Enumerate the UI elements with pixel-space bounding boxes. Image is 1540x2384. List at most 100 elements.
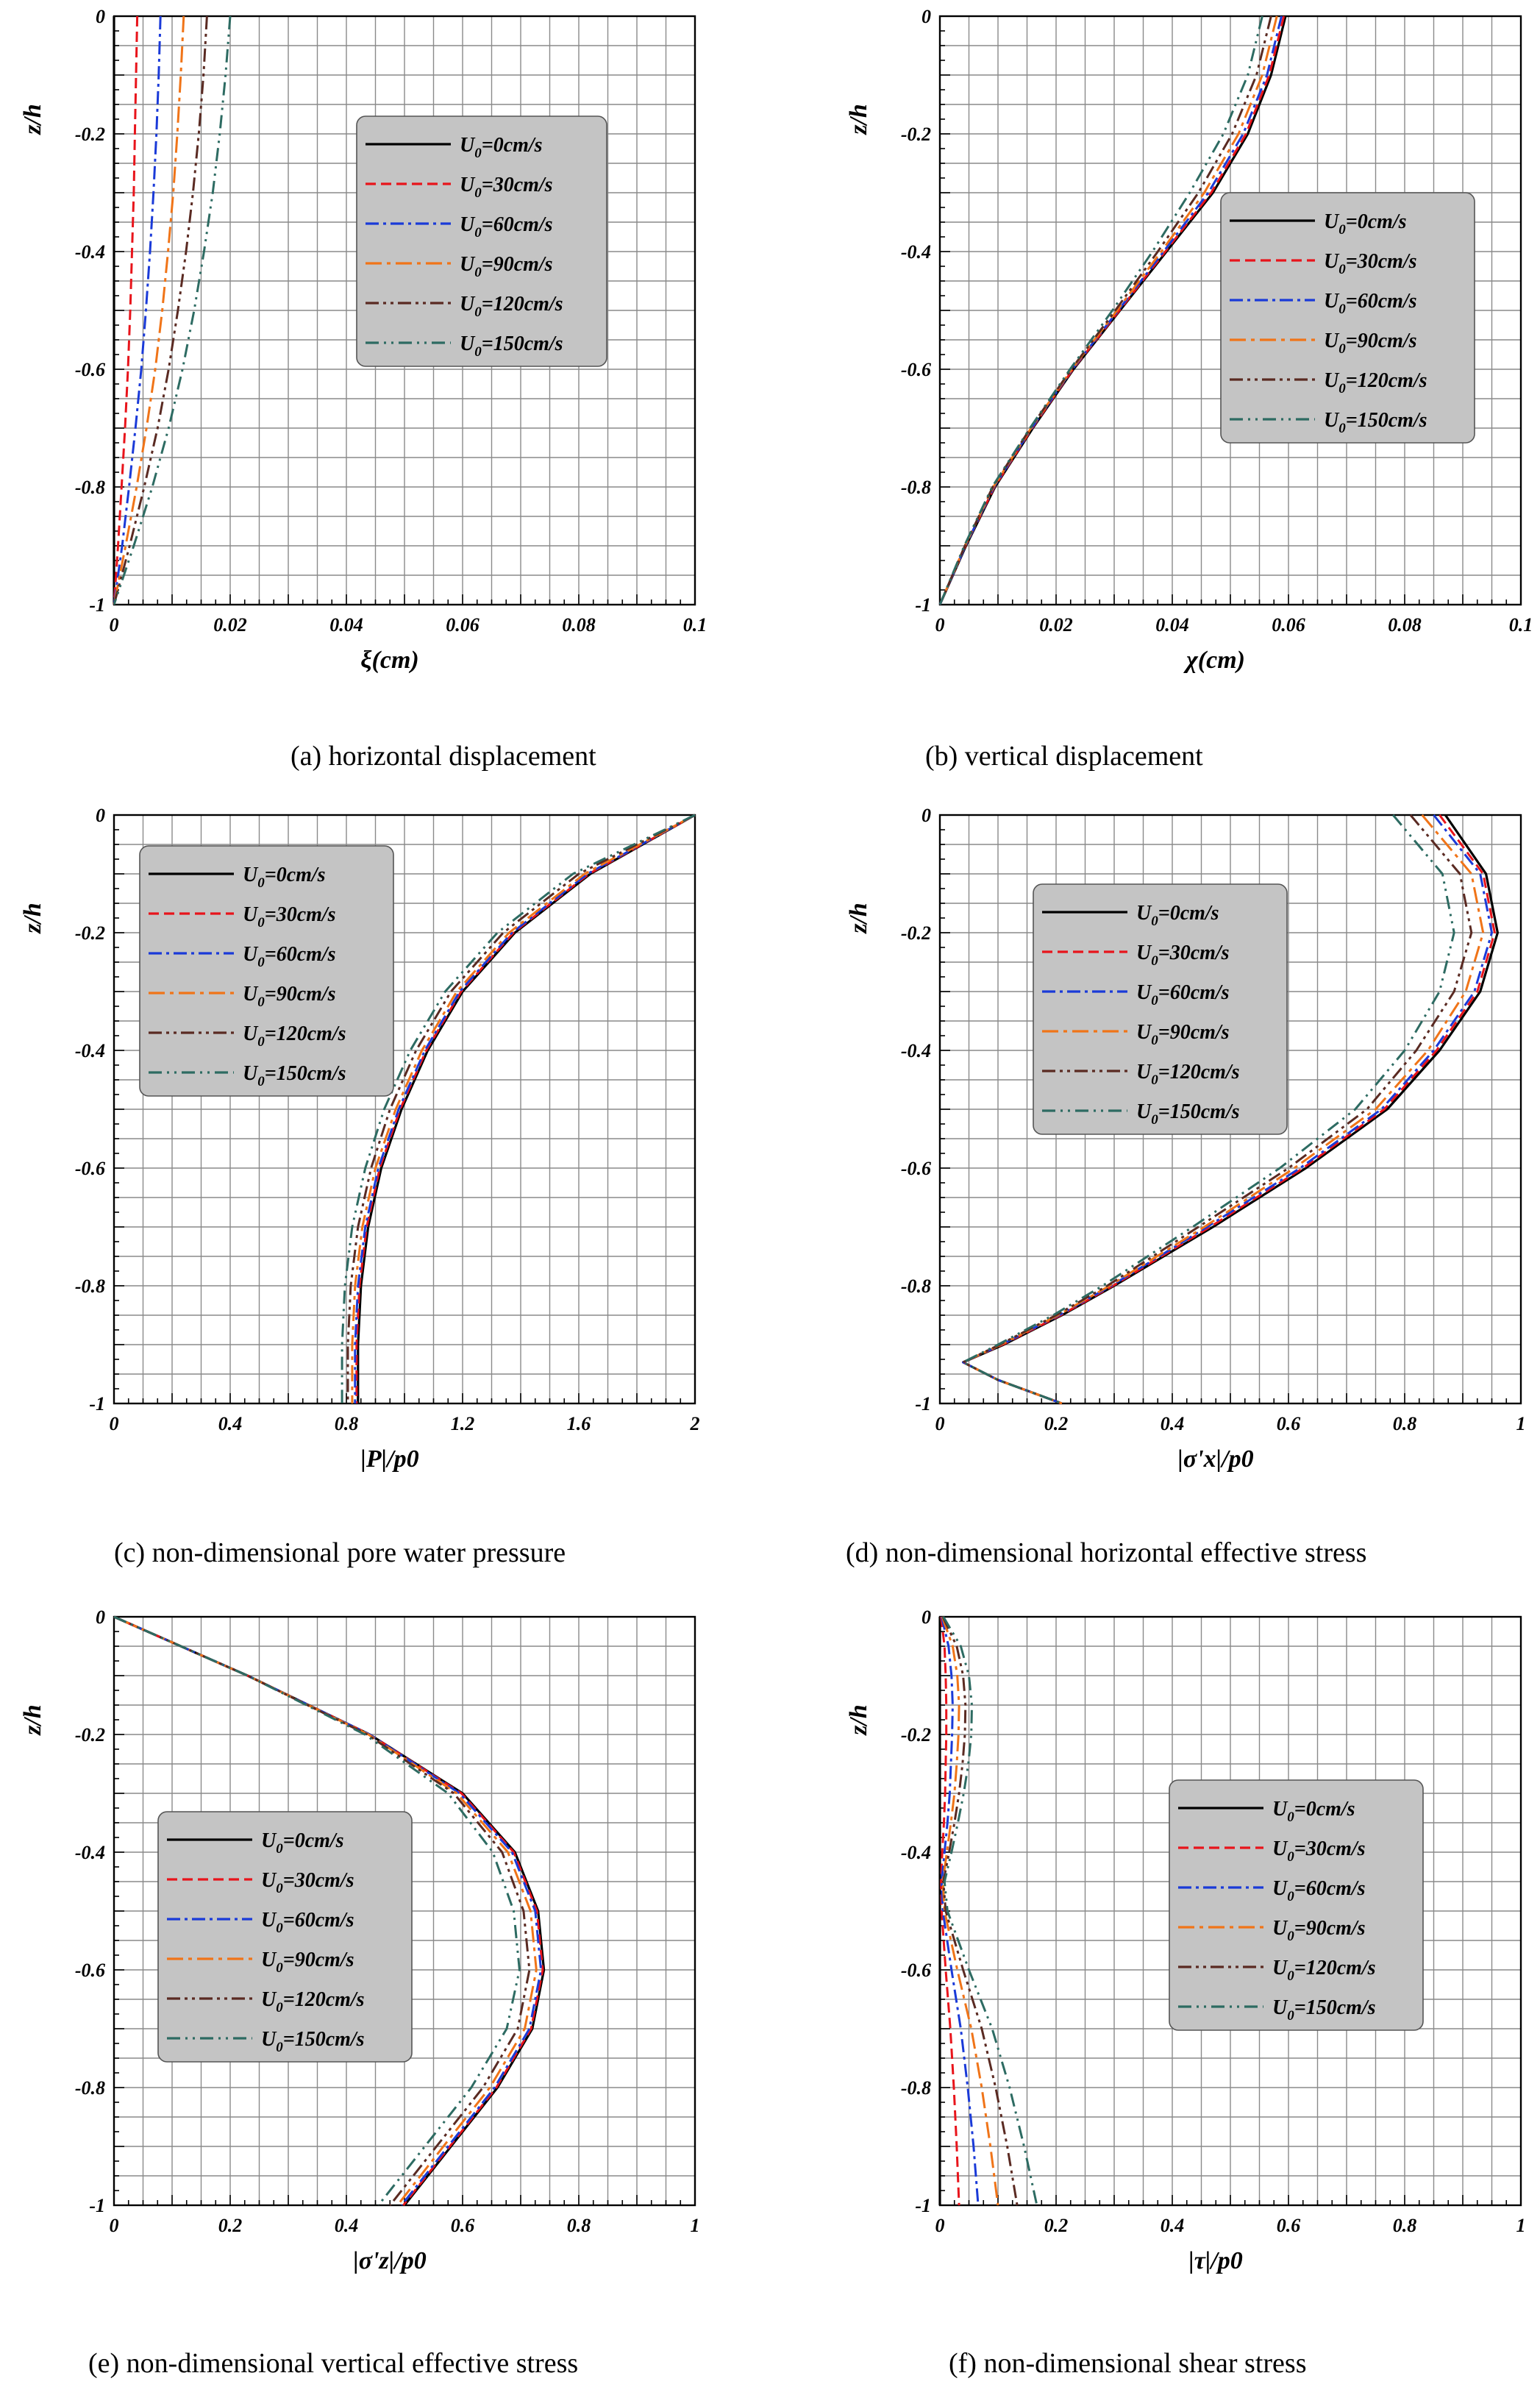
- y-tick-label: -0.4: [901, 1040, 931, 1061]
- legend-label: U0=120cm/s: [261, 1988, 365, 2015]
- plot-frame: [938, 814, 1522, 1405]
- legend-label-prefix: U: [1324, 409, 1340, 432]
- legend-label-subscript: 0: [276, 1960, 283, 1976]
- legend-label-subscript: 0: [1338, 262, 1346, 277]
- legend-label-subscript: 0: [257, 955, 265, 970]
- legend-label-suffix: =0cm/s: [283, 1829, 344, 1852]
- legend-label: U0=0cm/s: [460, 134, 543, 161]
- y-tick-label: -0.8: [75, 2077, 105, 2099]
- x-tick-label: 0.8: [1393, 2215, 1417, 2236]
- series-line-90cm: [113, 15, 185, 605]
- x-tick-label: 0.6: [1277, 2215, 1301, 2236]
- legend-label-suffix: =0cm/s: [1346, 210, 1407, 233]
- legend-label-suffix: =150cm/s: [1158, 1100, 1240, 1123]
- y-axis-label: z/h: [19, 104, 46, 135]
- legend-label-subscript: 0: [257, 1034, 265, 1050]
- legend-label-prefix: U: [243, 1022, 259, 1045]
- series-group: [113, 1615, 546, 2206]
- legend-label: U0=0cm/s: [1324, 210, 1407, 238]
- series-line-30cm: [940, 1616, 960, 2206]
- series-group: [938, 1616, 1038, 2206]
- panel-caption: (b) vertical displacement: [925, 741, 1203, 772]
- y-tick-label: -1: [89, 1393, 105, 1415]
- legend-box: [356, 115, 607, 367]
- legend-label: U0=60cm/s: [1272, 1877, 1366, 1904]
- y-tick-label: -0.2: [901, 124, 931, 145]
- y-tick-label: -0.4: [901, 241, 931, 263]
- y-axis-label: z/h: [845, 1704, 872, 1736]
- legend-label: U0=30cm/s: [1136, 942, 1230, 969]
- x-tick-label: 0.8: [335, 1413, 359, 1434]
- series-line-60cm: [354, 814, 696, 1403]
- y-tick-label: -0.2: [75, 124, 105, 145]
- legend-label-subscript: 0: [1151, 1033, 1158, 1048]
- legend-label: U0=90cm/s: [1272, 1917, 1366, 1944]
- y-axis-label: z/h: [845, 104, 872, 135]
- x-tick-label: 0.4: [218, 1413, 243, 1434]
- series-line-60cm: [940, 1616, 980, 2206]
- legend-label: U0=150cm/s: [1136, 1100, 1240, 1128]
- x-tick-label: 0.8: [1393, 1413, 1417, 1434]
- legend-label-prefix: U: [460, 293, 476, 316]
- y-tick-label: 0: [96, 6, 105, 27]
- legend-label-suffix: =30cm/s: [1346, 250, 1417, 273]
- legend-label: U0=0cm/s: [1272, 1798, 1355, 1825]
- legend-label-subscript: 0: [1338, 302, 1346, 317]
- legend-label-subscript: 0: [1151, 1072, 1158, 1088]
- x-tick-label: 0.04: [329, 614, 363, 636]
- legend-label-suffix: =90cm/s: [1346, 330, 1417, 352]
- legend-label: U0=120cm/s: [460, 293, 563, 320]
- legend-label: U0=150cm/s: [261, 2028, 365, 2055]
- x-tick-label: 0.4: [335, 2215, 359, 2236]
- series-line-120cm: [938, 15, 1272, 605]
- y-tick-label: 0: [96, 1606, 105, 1628]
- legend-label-prefix: U: [243, 864, 259, 886]
- y-tick-label: -0.2: [901, 922, 931, 944]
- y-tick-label: -0.2: [75, 1724, 105, 1746]
- legend-label-subscript: 0: [257, 915, 265, 931]
- y-tick-label: -0.6: [901, 1158, 931, 1179]
- legend-label: U0=90cm/s: [261, 1949, 354, 1976]
- y-tick-label: 0: [921, 805, 931, 826]
- legend-label-subscript: 0: [1287, 1849, 1294, 1865]
- legend-label: U0=30cm/s: [1324, 250, 1417, 277]
- legend-label-prefix: U: [460, 134, 476, 157]
- legend-label-suffix: =60cm/s: [482, 213, 553, 236]
- y-tick-label: -0.8: [901, 2077, 931, 2099]
- x-tick-label: 0.08: [562, 614, 596, 636]
- legend-label-suffix: =30cm/s: [482, 174, 553, 196]
- legend-label: U0=120cm/s: [1272, 1957, 1376, 1984]
- series-line-90cm: [351, 814, 696, 1403]
- x-tick-label: 1.6: [567, 1413, 591, 1434]
- x-tick-label: 0: [110, 2215, 119, 2236]
- x-tick-label: 0: [935, 614, 945, 636]
- legend-label-subscript: 0: [474, 344, 482, 360]
- panel-caption: (f) non-dimensional shear stress: [949, 2348, 1307, 2379]
- y-tick-label: -0.6: [75, 1158, 105, 1179]
- legend-label-prefix: U: [1136, 902, 1152, 925]
- legend-label: U0=120cm/s: [243, 1022, 346, 1050]
- legend-label-prefix: U: [1324, 290, 1340, 313]
- legend-label: U0=120cm/s: [1136, 1061, 1240, 1088]
- legend-label: U0=60cm/s: [243, 943, 336, 970]
- y-axis-label: z/h: [19, 903, 46, 934]
- legend-label-prefix: U: [261, 1909, 277, 1932]
- legend-label-suffix: =30cm/s: [1158, 942, 1230, 964]
- legend-label-suffix: =120cm/s: [1294, 1957, 1376, 1979]
- legend-label: U0=150cm/s: [460, 332, 563, 360]
- y-tick-label: -0.8: [901, 1275, 931, 1297]
- legend-label-suffix: =30cm/s: [283, 1869, 354, 1892]
- legend-label-suffix: =60cm/s: [1294, 1877, 1366, 1900]
- legend-label-subscript: 0: [1338, 381, 1346, 396]
- legend-label-subscript: 0: [1287, 1968, 1294, 1984]
- legend-label-subscript: 0: [474, 305, 482, 320]
- legend-label-suffix: =30cm/s: [265, 903, 336, 926]
- legend-label-suffix: =90cm/s: [1158, 1021, 1230, 1044]
- series-line-30cm: [962, 814, 1496, 1405]
- x-tick-label: 0.1: [1509, 614, 1533, 636]
- legend-label-subscript: 0: [1151, 1112, 1158, 1128]
- x-axis-label: χ(cm): [1183, 647, 1245, 674]
- legend-label: U0=60cm/s: [460, 213, 553, 241]
- x-axis-label: |σ'x|/p0: [1177, 1445, 1253, 1473]
- legend-label-prefix: U: [1324, 369, 1340, 392]
